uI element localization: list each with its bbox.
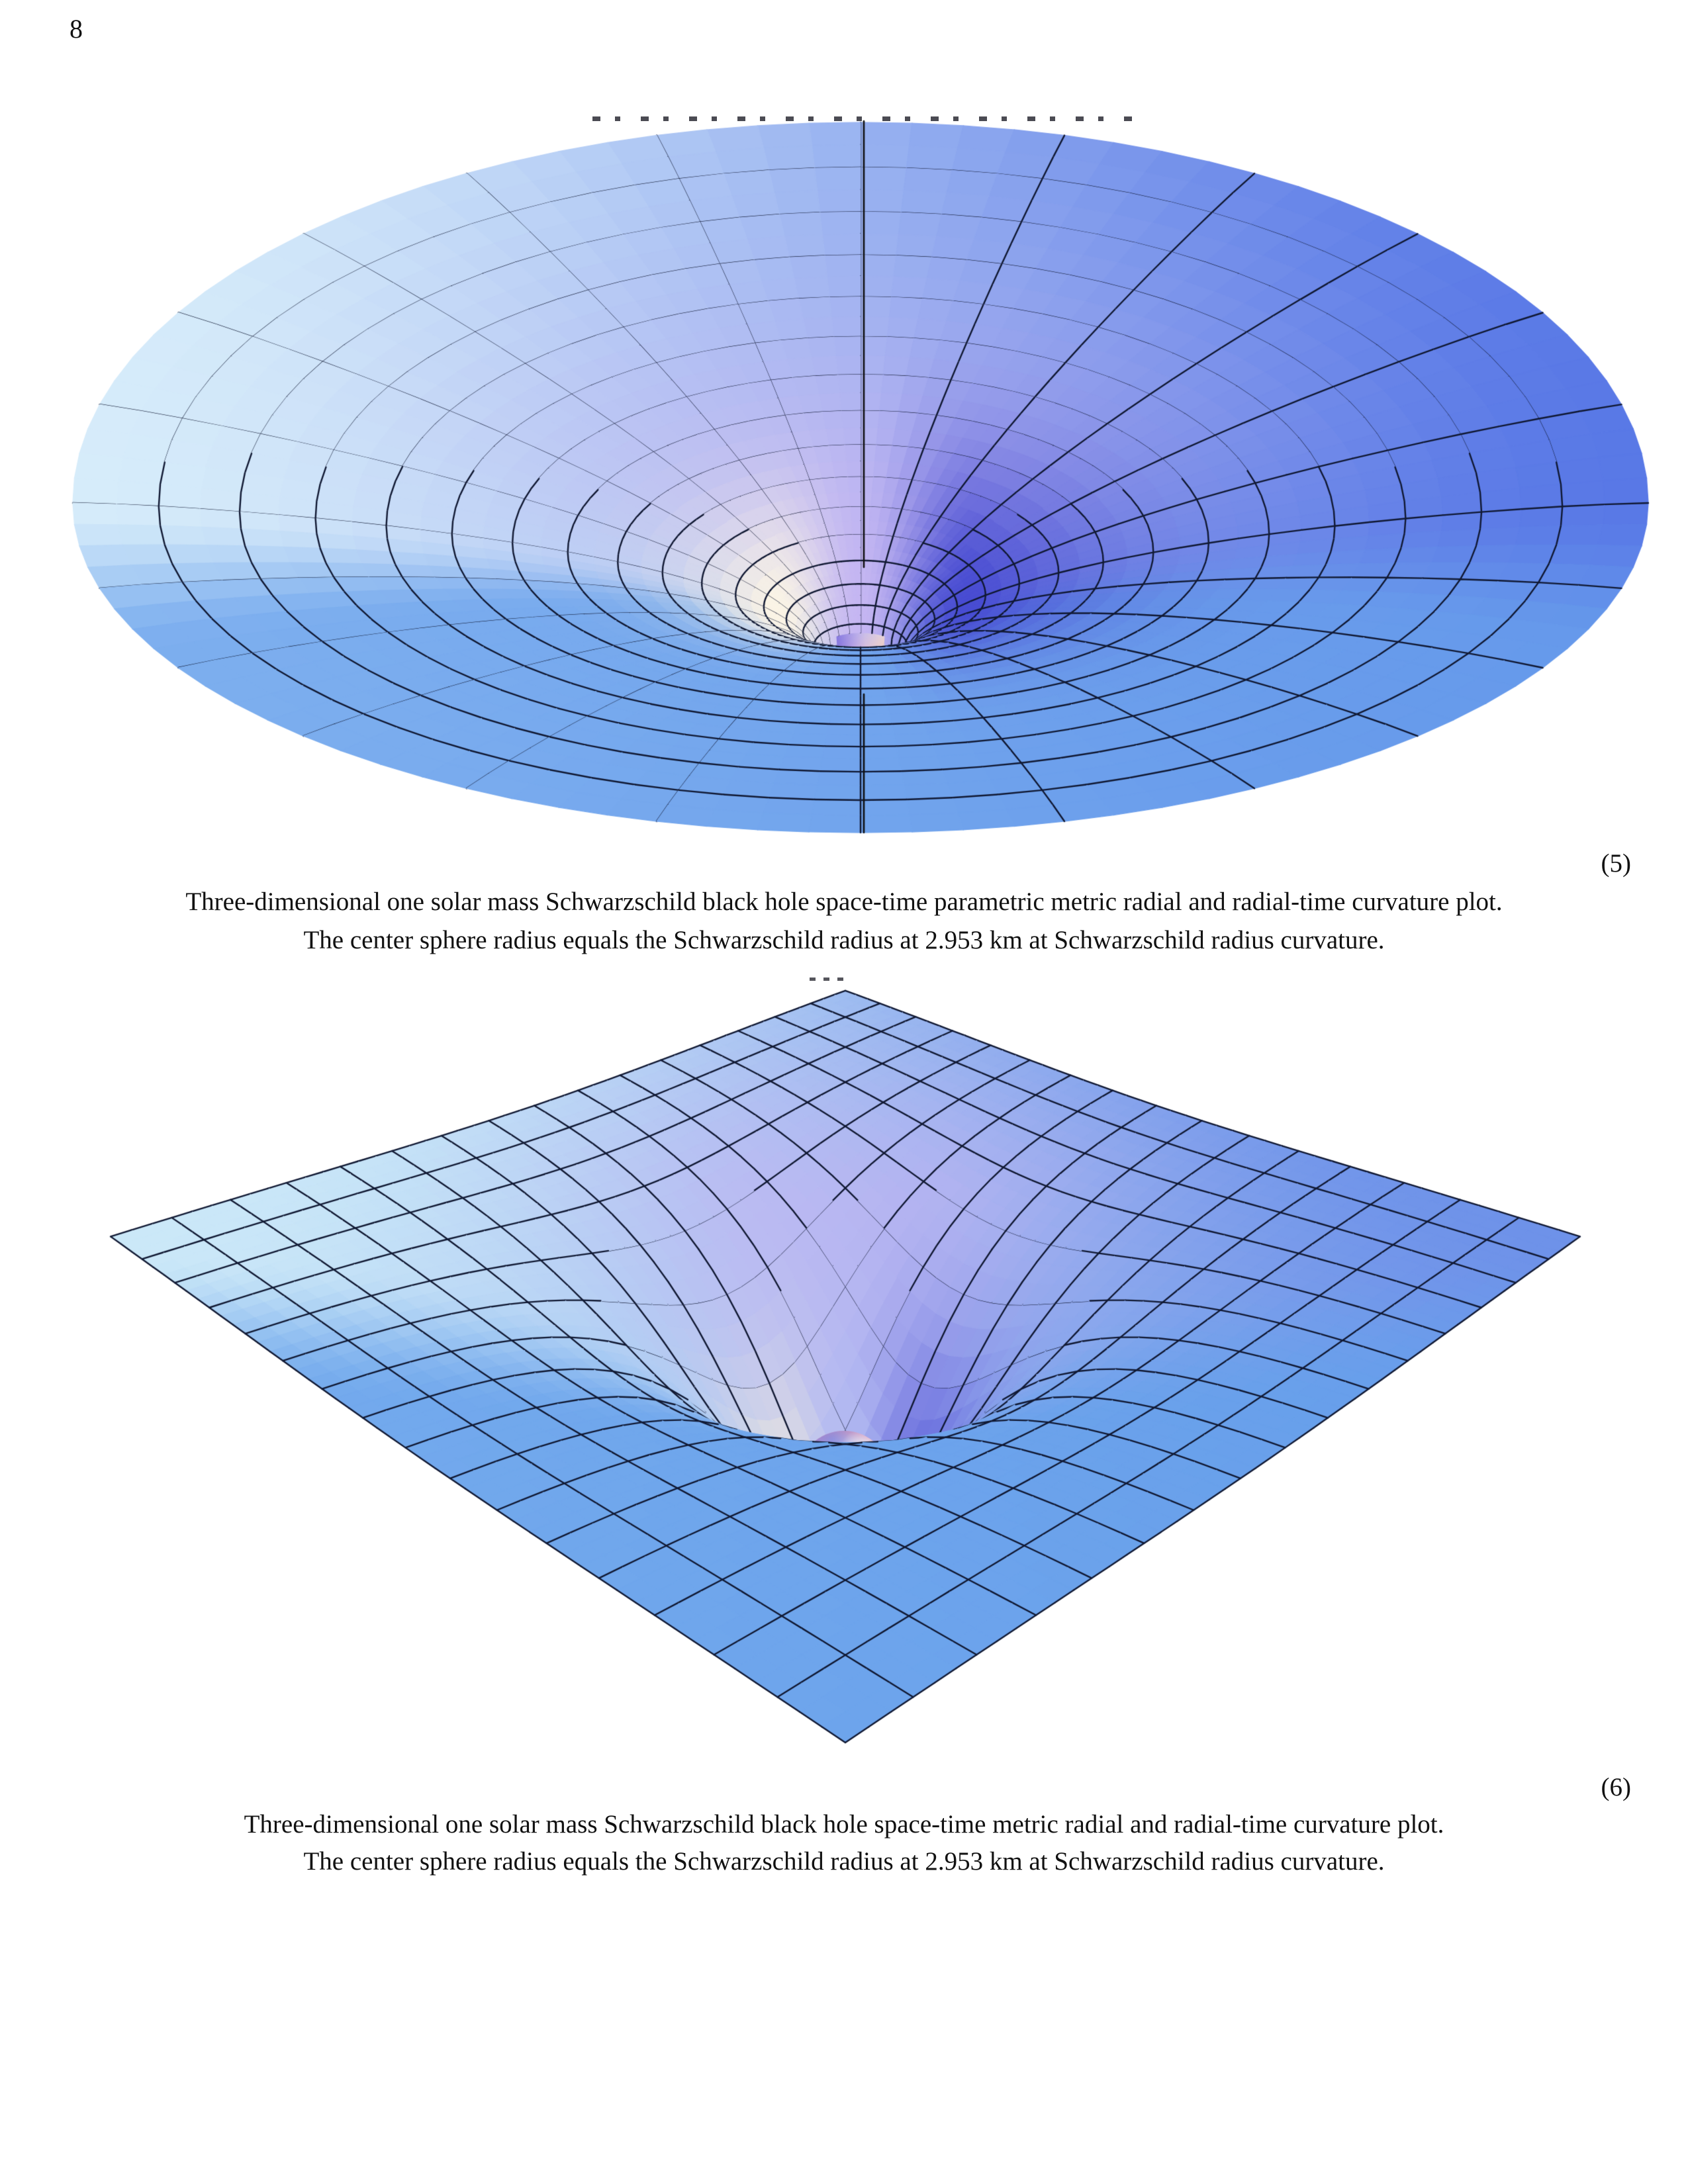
- clipped-plot-label-fragments: [810, 978, 846, 981]
- equation-tag-6: (6): [1601, 1773, 1631, 1801]
- clipped-plot-label-fragments: [592, 116, 1139, 121]
- funnel-surface-plot-canvas: [0, 0, 1688, 867]
- net-surface-plot-canvas: [0, 946, 1688, 1800]
- figure5-caption-line1: Three-dimensional one solar mass Schwarz…: [185, 887, 1503, 916]
- figure6-caption-line2: The center sphere radius equals the Schw…: [303, 1847, 1385, 1876]
- figure6-caption-line1: Three-dimensional one solar mass Schwarz…: [244, 1810, 1444, 1839]
- equation-tag-5: (5): [1601, 849, 1631, 878]
